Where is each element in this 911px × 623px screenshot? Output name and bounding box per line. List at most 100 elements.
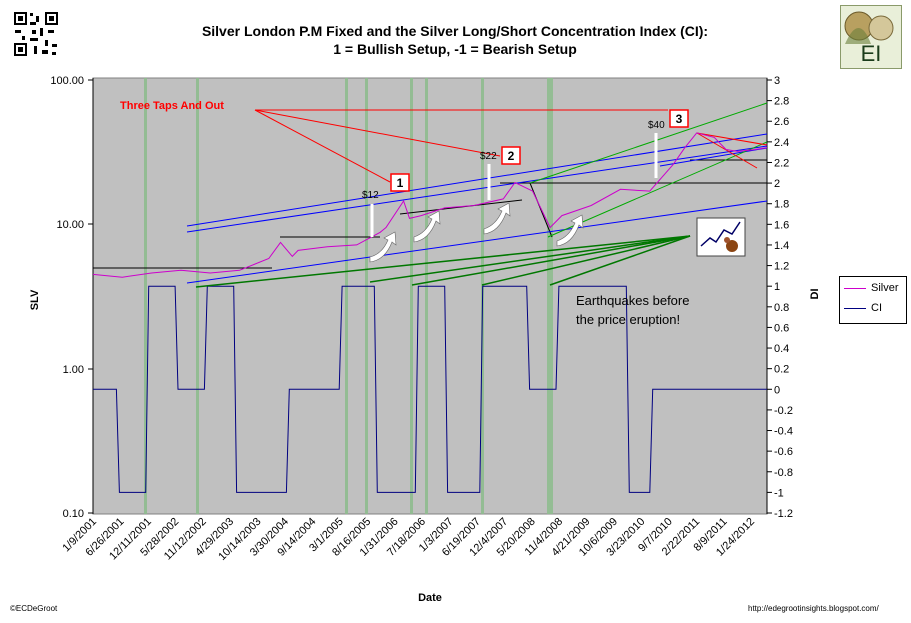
- tap-badge-1: [390, 173, 410, 192]
- y2-tick-label: 0.8: [774, 302, 789, 314]
- y-axis-label: SLV: [29, 289, 41, 310]
- qr-code-icon: [12, 10, 60, 58]
- green-band: [365, 78, 368, 514]
- tap-line: [254, 109, 501, 157]
- coin-icon: [844, 11, 894, 44]
- title-line-2: 1 = Bullish Setup, -1 = Bearish Setup: [333, 41, 577, 57]
- curved-arrow-icon: [369, 231, 397, 263]
- three-taps-lines: [254, 109, 768, 183]
- y-tick-label: 1.00: [63, 364, 84, 376]
- green-band: [196, 78, 199, 514]
- right-tick-labels: 3 2.8 2.6 2.4 2.2 2 1.8 1.6 1.4 1.2 1 0.8 0.6 0.4 0.2 0…: [767, 75, 793, 520]
- logo-text: EI: [860, 41, 882, 66]
- y2-tick-label: -1: [774, 487, 784, 499]
- y-tick-label: 0.10: [63, 508, 84, 520]
- support-lines: [93, 159, 767, 269]
- green-band: [425, 78, 428, 514]
- legend-swatch-ci: [844, 307, 866, 309]
- y2-tick-label: 0.6: [774, 322, 789, 334]
- x-axis-label: Date: [418, 592, 442, 604]
- y2-tick-label: 0: [774, 384, 780, 396]
- tap-badge-3: [669, 109, 689, 128]
- y2-tick-label: 2.4: [774, 137, 789, 149]
- y2-tick-label: -0.8: [774, 467, 793, 479]
- quake-line: [369, 235, 691, 283]
- tap-badges: 1 2 3: [390, 109, 689, 192]
- earthquake-lines: [195, 235, 691, 288]
- y2-tick-label: 1.8: [774, 199, 789, 211]
- green-band: [144, 78, 147, 514]
- green-band: [410, 78, 413, 514]
- price-label-22: $22: [480, 151, 497, 162]
- quake-line: [481, 235, 691, 286]
- left-tick-labels: 100.00 10.00 1.00 0.10: [50, 75, 84, 520]
- tap-line: [696, 132, 758, 169]
- blue-trend-line: [186, 200, 768, 284]
- blue-trend-line: [186, 145, 768, 233]
- legend-swatch-silver: [844, 287, 866, 289]
- breakout-arrows: [369, 202, 584, 263]
- tap-line: [254, 109, 391, 183]
- chart-title: Silver London P.M Fixed and the Silver L…: [130, 22, 780, 58]
- y2-tick-label: -1.2: [774, 508, 793, 520]
- price-label-12: $12: [362, 190, 379, 201]
- y-tick-label: 100.00: [50, 75, 84, 87]
- y2-tick-label: -0.2: [774, 405, 793, 417]
- green-band: [547, 78, 553, 514]
- silver-series-line: [92, 132, 768, 278]
- chart-legend: Silver CI: [839, 276, 907, 324]
- blue-trend-line: [659, 147, 768, 167]
- blue-trend-line: [186, 133, 768, 227]
- price-labels: $12 $22 $40: [362, 120, 665, 201]
- curved-arrow-icon: [413, 210, 441, 243]
- tap-number-1: 1: [397, 176, 404, 190]
- y2-tick-label: 2: [774, 178, 780, 190]
- y2-tick-label: 1: [774, 281, 780, 293]
- tap-number-2: 2: [508, 149, 515, 163]
- tap-line: [696, 132, 768, 146]
- price-spikes: [370, 133, 658, 237]
- earthquake-caption: Earthquakes before the price eruption!: [576, 293, 689, 327]
- y2-tick-label: 1.6: [774, 219, 789, 231]
- green-trend-line: [547, 141, 768, 238]
- green-band: [345, 78, 348, 514]
- title-line-1: Silver London P.M Fixed and the Silver L…: [201, 23, 709, 39]
- curved-arrow-icon: [556, 214, 584, 247]
- y2-axis-label: DI: [809, 289, 821, 300]
- y2-tick-label: 2.6: [774, 116, 789, 128]
- blog-url: http://edegrootinsights.blogspot.com/: [748, 604, 879, 613]
- legend-item-ci: CI: [844, 301, 882, 315]
- legend-label-silver: Silver: [871, 282, 899, 294]
- y2-tick-label: 1.2: [774, 261, 789, 273]
- tap-badge-2: [501, 146, 521, 165]
- copyright-text: ©ECDeGroot: [10, 604, 58, 613]
- left-axis: [88, 78, 94, 514]
- quake-line: [549, 235, 691, 286]
- price-label-40: $40: [648, 120, 665, 131]
- y2-tick-label: -0.6: [774, 446, 793, 458]
- y2-tick-label: 0.4: [774, 343, 789, 355]
- y2-tick-label: 2.2: [774, 157, 789, 169]
- earthquake-text-2: the price eruption!: [576, 312, 680, 327]
- tap-number-3: 3: [676, 112, 683, 126]
- brand-logo: EI: [840, 5, 902, 69]
- ci-series-line: [93, 285, 767, 493]
- y2-tick-label: 2.8: [774, 96, 789, 108]
- three-taps-label: Three Taps And Out: [120, 100, 224, 112]
- x-tick-labels: 1/9/20016/26/200112/11/20015/28/200211/1…: [60, 516, 757, 563]
- y2-tick-label: 0.2: [774, 364, 789, 376]
- legend-item-silver: Silver: [844, 281, 899, 295]
- y-tick-label: 10.00: [56, 219, 84, 231]
- quake-line: [195, 235, 691, 288]
- y2-tick-label: 1.4: [774, 240, 789, 252]
- green-trend-lines: [529, 102, 768, 238]
- earthquake-text-1: Earthquakes before: [576, 293, 689, 308]
- support-line: [529, 182, 553, 238]
- green-trend-line: [529, 102, 768, 184]
- blue-trend-lines: [186, 133, 768, 284]
- y2-tick-label: 3: [774, 75, 780, 87]
- y2-tick-label: -0.4: [774, 426, 793, 438]
- curved-arrow-icon: [483, 202, 511, 235]
- chart-bull-icon: [696, 217, 746, 257]
